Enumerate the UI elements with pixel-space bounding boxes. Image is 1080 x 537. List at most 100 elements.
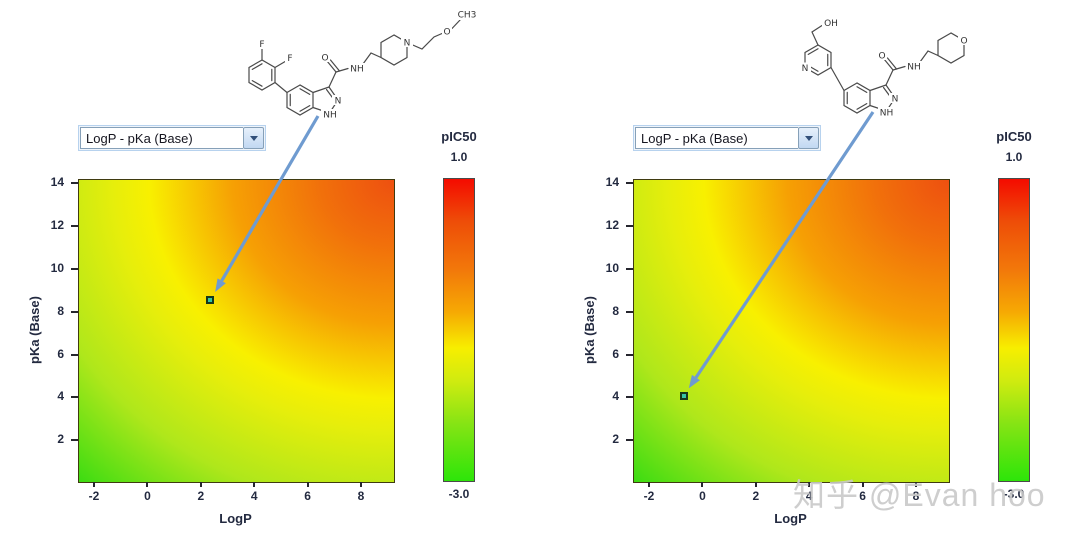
x-tick-label: 8	[912, 489, 920, 503]
x-tick-label: 2	[752, 489, 760, 503]
y-tick-mark	[626, 310, 633, 313]
y-tick-label: 14	[50, 175, 64, 190]
atom-labels: OH N O NH N NH O	[799, 17, 970, 119]
x-tick-label: -2	[88, 489, 100, 503]
y-tick-label: 6	[57, 346, 64, 361]
atom-label-N: N	[802, 64, 809, 74]
x-tick-mark	[359, 482, 362, 487]
data-point-marker[interactable]	[206, 296, 215, 304]
y-tick-label: 8	[612, 303, 619, 318]
x-tick-label: 2	[197, 489, 205, 503]
molecule-structure-right: OH N O NH N NH O	[790, 2, 995, 130]
chevron-down-icon	[249, 135, 258, 141]
x-tick-mark	[93, 482, 96, 487]
y-tick-label: 6	[612, 346, 619, 361]
heatmap-plot[interactable]	[78, 179, 395, 483]
colorbar-title: pIC50	[996, 129, 1032, 144]
x-tick-mark	[146, 482, 149, 487]
colorbar-title: pIC50	[441, 129, 477, 144]
x-tick-mark	[914, 482, 917, 487]
panel-left: LogP - pKa (Base)	[27, 2, 482, 526]
y-tick-mark	[626, 353, 633, 356]
chevron-down-icon	[804, 135, 813, 141]
y-tick-label: 10	[50, 260, 64, 275]
y-tick-label: 10	[605, 260, 619, 275]
y-tick-mark	[71, 396, 78, 399]
heatmap-plot[interactable]	[633, 179, 950, 483]
x-tick-mark	[808, 482, 811, 487]
atom-label-F: F	[287, 54, 292, 64]
y-axis-title: pKa (Base)	[27, 296, 42, 364]
y-tick-mark	[71, 225, 78, 228]
atom-label-NH: NH	[350, 65, 364, 75]
x-tick-mark	[253, 482, 256, 487]
atom-label-O: O	[878, 52, 885, 62]
y-axis-title: pKa (Base)	[582, 296, 597, 364]
data-point-marker[interactable]	[679, 392, 688, 401]
atom-label-CH3: CH3	[458, 11, 477, 21]
atom-label-NH: NH	[880, 109, 894, 119]
atom-label-N: N	[404, 39, 411, 49]
bond-skeleton	[804, 24, 965, 114]
atom-label-N: N	[892, 95, 899, 105]
atom-label-O: O	[960, 37, 967, 47]
x-tick-mark	[701, 482, 704, 487]
x-axis-title: LogP	[774, 511, 807, 526]
y-tick-label: 8	[57, 303, 64, 318]
atom-label-O: O	[321, 54, 328, 64]
y-tick-mark	[626, 225, 633, 228]
colorbar-max-label: 1.0	[450, 150, 468, 164]
colorbar	[998, 178, 1030, 482]
y-tick-mark	[71, 310, 78, 313]
x-tick-label: 0	[144, 489, 151, 503]
y-tick-label: 14	[605, 175, 619, 190]
atom-label-O: O	[443, 28, 450, 38]
colorbar	[443, 178, 475, 482]
x-tick-mark	[861, 482, 864, 487]
dropdown-button[interactable]	[243, 127, 264, 149]
y-tick-mark	[626, 267, 633, 270]
colorbar-max-label: 1.0	[1005, 150, 1023, 164]
atom-label-OH: OH	[824, 19, 838, 29]
y-tick-mark	[626, 182, 633, 185]
y-tick-label: 2	[57, 432, 64, 447]
dropdown-button[interactable]	[798, 127, 819, 149]
axis-selector-value: LogP - pKa (Base)	[635, 127, 798, 149]
y-tick-mark	[71, 267, 78, 270]
x-axis-title: LogP	[219, 511, 252, 526]
atom-label-N: N	[335, 97, 342, 107]
x-tick-label: 4	[805, 489, 813, 503]
colorbar-min-label: -3.0	[448, 487, 470, 501]
x-tick-label: 4	[250, 489, 258, 503]
y-tick-mark	[71, 439, 78, 442]
y-tick-label: 2	[612, 432, 619, 447]
x-tick-mark	[754, 482, 757, 487]
y-tick-mark	[626, 439, 633, 442]
y-tick-mark	[71, 353, 78, 356]
y-tick-label: 4	[612, 389, 619, 404]
axis-selector-dropdown[interactable]: LogP - pKa (Base)	[78, 125, 266, 151]
y-tick-label: 4	[57, 389, 64, 404]
bond-skeleton	[248, 18, 462, 116]
colorbar-min-label: -3.0	[1003, 487, 1025, 501]
x-tick-mark	[648, 482, 651, 487]
molecule-structure-left: F F O NH N NH N O CH3	[232, 2, 482, 128]
y-tick-label: 12	[50, 218, 64, 233]
atom-labels: F F O NH N NH N O CH3	[257, 9, 478, 121]
atom-label-NH: NH	[323, 111, 337, 121]
x-tick-mark	[199, 482, 202, 487]
y-tick-label: 12	[605, 218, 619, 233]
x-tick-mark	[306, 482, 309, 487]
atom-label-F: F	[259, 40, 264, 50]
x-tick-label: 6	[859, 489, 866, 503]
panel-right: LogP - pKa (Base)	[555, 0, 1080, 537]
x-tick-label: -2	[643, 489, 655, 503]
y-tick-mark	[626, 396, 633, 399]
atom-label-NH: NH	[907, 63, 921, 73]
x-tick-label: 6	[304, 489, 311, 503]
y-tick-mark	[71, 182, 78, 185]
x-tick-label: 8	[357, 489, 365, 503]
x-tick-label: 0	[699, 489, 706, 503]
axis-selector-value: LogP - pKa (Base)	[80, 127, 243, 149]
